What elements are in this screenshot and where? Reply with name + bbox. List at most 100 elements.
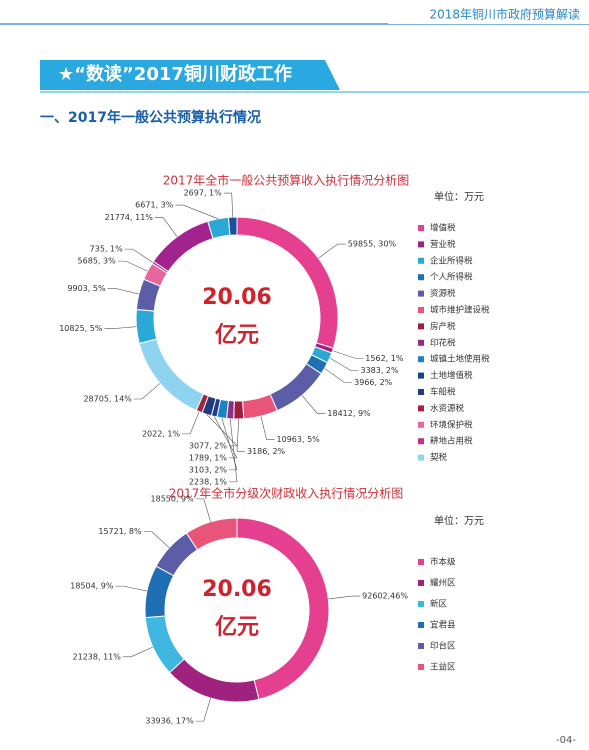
value-label: 28705, 14% bbox=[83, 395, 132, 404]
legend-swatch bbox=[418, 274, 424, 281]
legend-label: 企业所得税 bbox=[430, 255, 473, 266]
value-label: 18412, 9% bbox=[327, 409, 371, 418]
banner-title: ★“数读”2017铜川财政工作 bbox=[58, 63, 292, 85]
legend-swatch bbox=[418, 405, 424, 412]
legend-label: 市本级 bbox=[430, 557, 456, 568]
donut-slice bbox=[168, 658, 260, 703]
legend-label: 个人所得税 bbox=[430, 272, 473, 283]
leader-line bbox=[133, 383, 161, 400]
leader-line bbox=[195, 498, 211, 522]
legend-label: 水资源税 bbox=[430, 403, 465, 414]
center-unit: 亿元 bbox=[215, 323, 259, 348]
value-label: 6671, 3% bbox=[135, 201, 174, 210]
value-label: 1789, 1% bbox=[189, 453, 228, 462]
value-label: 18550, 9% bbox=[151, 494, 195, 503]
donut-slice bbox=[152, 220, 214, 273]
legend-swatch bbox=[418, 454, 424, 461]
legend-swatch bbox=[418, 257, 424, 264]
legend-swatch bbox=[418, 307, 424, 313]
donut-slice bbox=[135, 309, 158, 345]
leader-line bbox=[117, 260, 148, 272]
value-label: 33936, 17% bbox=[145, 717, 194, 726]
legend-swatch bbox=[418, 643, 424, 649]
leader-line bbox=[332, 350, 364, 359]
leader-line bbox=[213, 416, 238, 459]
legend-swatch bbox=[418, 339, 424, 346]
legend-label: 新区 bbox=[430, 599, 448, 610]
donut-slice bbox=[227, 216, 238, 236]
legend-label: 城镇土地使用税 bbox=[430, 354, 490, 365]
center-unit: 亿元 bbox=[215, 615, 259, 640]
legend-label: 车船税 bbox=[430, 387, 456, 398]
legend-swatch bbox=[418, 241, 424, 248]
value-label: 9903, 5% bbox=[67, 284, 106, 293]
leader-line bbox=[206, 414, 238, 447]
leader-line bbox=[236, 418, 245, 452]
leader-line bbox=[260, 416, 275, 440]
leader-line bbox=[324, 368, 353, 383]
header-text: 2018年铜川市政府预算解读 bbox=[429, 7, 580, 22]
value-label: 3103, 2% bbox=[189, 465, 228, 474]
legend-label: 环境保护税 bbox=[430, 419, 473, 430]
legend-label: 王益区 bbox=[430, 662, 456, 673]
value-label: 21774, 11% bbox=[105, 213, 154, 222]
donut-slice bbox=[144, 615, 185, 674]
value-label: 15721, 8% bbox=[98, 527, 142, 536]
leader-line bbox=[182, 411, 200, 435]
center-value: 20.06 bbox=[202, 577, 272, 602]
leader-line bbox=[107, 288, 139, 295]
value-label: 59855, 30% bbox=[348, 240, 397, 249]
header-box bbox=[388, 6, 589, 24]
legend-swatch bbox=[418, 290, 424, 297]
legend-swatch bbox=[418, 421, 424, 428]
leader-line bbox=[301, 395, 326, 415]
legend-swatch bbox=[418, 559, 424, 565]
legend-label: 耕地占用税 bbox=[430, 436, 473, 447]
legend-swatch bbox=[418, 580, 424, 586]
donut-slice bbox=[138, 338, 205, 412]
donut-slice bbox=[233, 400, 245, 420]
value-label: 5685, 3% bbox=[78, 257, 117, 266]
leader-line bbox=[175, 204, 219, 220]
legend-label: 宜君县 bbox=[430, 620, 456, 631]
donut-slice bbox=[185, 517, 238, 551]
leader-line bbox=[329, 357, 359, 371]
legend-swatch bbox=[418, 225, 424, 231]
legend-label: 土地增值税 bbox=[430, 370, 473, 381]
value-label: 18504, 9% bbox=[70, 582, 114, 591]
donut-slice bbox=[269, 363, 322, 412]
value-label: 3966, 2% bbox=[354, 378, 393, 387]
donut-slice bbox=[242, 393, 278, 420]
legend-label: 印花税 bbox=[430, 337, 456, 348]
legend-label: 房产税 bbox=[430, 321, 456, 332]
value-label: 3186, 2% bbox=[247, 447, 286, 456]
leader-line bbox=[328, 595, 361, 600]
value-label: 2022, 1% bbox=[142, 429, 181, 438]
legend-label: 印台区 bbox=[430, 641, 456, 652]
legend-label: 城市维护建设税 bbox=[430, 305, 490, 316]
legend-label: 资源税 bbox=[430, 288, 456, 299]
chart-title: 2017年全市一般公共预算收入执行情况分析图 bbox=[163, 173, 410, 188]
unit-label: 单位：万元 bbox=[434, 514, 484, 527]
leader-line bbox=[195, 698, 211, 722]
legend-label: 营业税 bbox=[430, 239, 456, 250]
value-label: 10963, 5% bbox=[277, 435, 321, 444]
legend-swatch bbox=[418, 601, 424, 607]
leader-line bbox=[229, 418, 238, 483]
leader-line bbox=[318, 243, 346, 259]
leader-line bbox=[104, 326, 137, 330]
legend-swatch bbox=[418, 323, 424, 330]
chart-title: 2017年全市分级次财政收入执行情况分析图 bbox=[169, 486, 404, 501]
legend-swatch bbox=[418, 438, 424, 445]
legend-swatch bbox=[418, 356, 424, 363]
value-label: 21238, 11% bbox=[73, 652, 122, 661]
legend-swatch bbox=[418, 664, 424, 670]
legend-label: 耀州区 bbox=[430, 579, 456, 589]
banner-bg bbox=[40, 60, 340, 90]
center-value: 20.06 bbox=[202, 285, 272, 310]
leader-line bbox=[122, 646, 153, 658]
donut-slice bbox=[236, 517, 330, 700]
leader-line bbox=[221, 417, 238, 471]
section-title: 一、2017年一般公共预算执行情况 bbox=[40, 109, 261, 126]
